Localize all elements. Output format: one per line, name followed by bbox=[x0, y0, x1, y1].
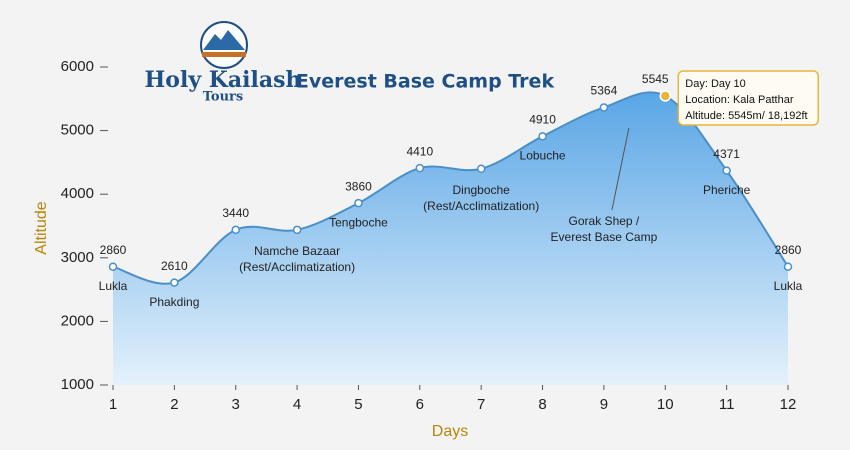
y-tick-label: 2000 bbox=[61, 312, 94, 329]
x-tick-label: 3 bbox=[232, 396, 240, 413]
value-label: 3860 bbox=[345, 179, 372, 193]
x-tick-label: 5 bbox=[354, 396, 362, 413]
point bbox=[170, 278, 179, 287]
value-label: 5364 bbox=[591, 84, 618, 98]
point bbox=[415, 163, 425, 173]
chart-title: Everest Base Camp Trek bbox=[296, 71, 555, 93]
point-name: (Rest/Acclimatization) bbox=[423, 199, 539, 213]
value-label: 2610 bbox=[161, 259, 188, 273]
point-name: Tengboche bbox=[329, 215, 388, 229]
y-tick-label: 5000 bbox=[61, 122, 94, 139]
point-name: Gorak Shep / bbox=[569, 214, 640, 228]
value-label: 5545 bbox=[642, 72, 669, 86]
y-tick-label: 6000 bbox=[61, 58, 94, 75]
value-label: 2860 bbox=[775, 243, 802, 257]
point bbox=[292, 225, 302, 235]
point bbox=[659, 90, 672, 102]
value-label: 4410 bbox=[406, 144, 433, 158]
y-tick-label: 1000 bbox=[61, 376, 94, 393]
x-tick-label: 11 bbox=[719, 396, 735, 413]
point bbox=[599, 103, 609, 112]
point-name: Namche Bazaar bbox=[254, 244, 340, 258]
x-tick-label: 1 bbox=[109, 396, 117, 413]
point bbox=[108, 262, 118, 271]
value-label: 3440 bbox=[222, 206, 249, 220]
tooltip-line: Location: Kala Patthar bbox=[685, 94, 794, 106]
tooltip-line: Altitude: 5545m/ 18,192ft bbox=[685, 110, 807, 122]
y-tick-label: 3000 bbox=[61, 249, 94, 266]
point-name: Dingboche bbox=[452, 183, 510, 197]
y-axis-label: Altitude bbox=[33, 201, 50, 254]
point-name: Pheriche bbox=[703, 183, 751, 197]
point-name: (Rest/Acclimatization) bbox=[239, 260, 355, 274]
point-name: Phakding bbox=[149, 295, 199, 309]
point-name: Lukla bbox=[99, 279, 128, 293]
point-name: Lobuche bbox=[520, 148, 566, 162]
point bbox=[231, 225, 240, 235]
x-tick-label: 10 bbox=[657, 396, 674, 413]
logo bbox=[200, 21, 248, 69]
x-axis-label: Days bbox=[432, 423, 468, 440]
leader-line bbox=[611, 127, 630, 211]
point bbox=[476, 164, 486, 174]
x-tick-label: 12 bbox=[780, 396, 797, 413]
tooltip-line: Day: Day 10 bbox=[685, 78, 746, 90]
point bbox=[722, 166, 731, 175]
value-label: 2860 bbox=[100, 243, 127, 257]
point bbox=[538, 132, 547, 141]
point-name: Lukla bbox=[774, 279, 803, 293]
value-label: 4910 bbox=[529, 112, 556, 126]
y-tick-label: 4000 bbox=[61, 185, 94, 202]
x-tick-label: 7 bbox=[477, 396, 485, 413]
x-tick-label: 8 bbox=[538, 396, 546, 413]
point bbox=[354, 198, 363, 208]
x-tick-label: 9 bbox=[600, 396, 608, 413]
tooltip-box bbox=[677, 70, 820, 126]
point bbox=[783, 262, 793, 271]
brand-sub: Tours bbox=[203, 90, 243, 105]
value-label: 4371 bbox=[713, 147, 740, 161]
point-name: Everest Base Camp bbox=[551, 230, 658, 244]
x-tick-label: 6 bbox=[416, 396, 424, 413]
brand: Holy Kailash bbox=[145, 67, 302, 93]
x-tick-label: 4 bbox=[293, 396, 301, 413]
area bbox=[113, 92, 788, 385]
x-tick-label: 2 bbox=[170, 396, 178, 413]
